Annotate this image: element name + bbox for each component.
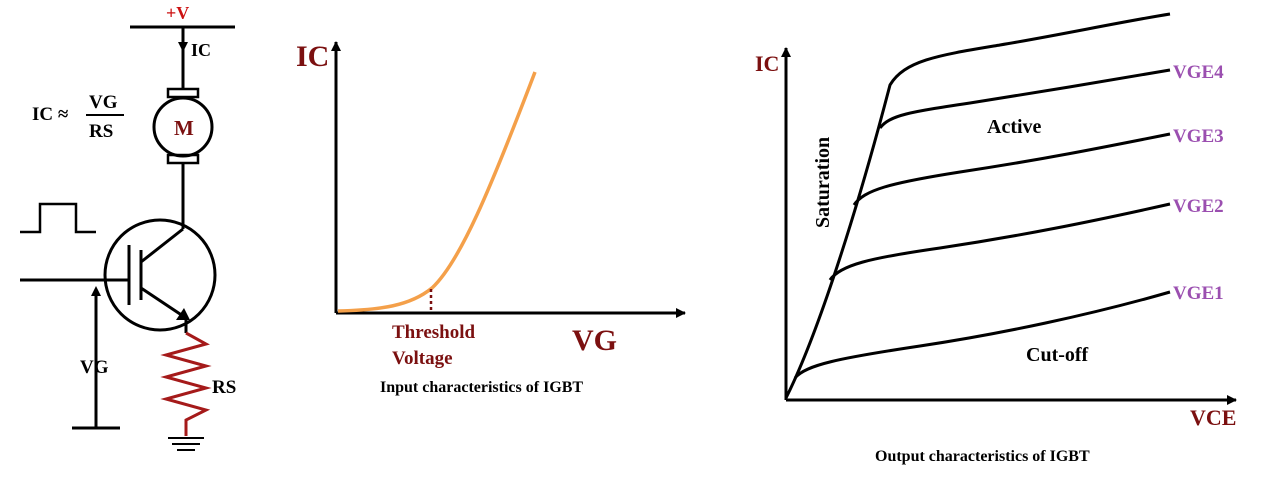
- formula-denominator: RS: [89, 121, 113, 142]
- curve-label-vge4: VGE4: [1173, 62, 1224, 83]
- region-saturation: Saturation: [812, 137, 834, 228]
- threshold-label-line2: Voltage: [392, 348, 453, 369]
- input-curve: [337, 71, 537, 313]
- circuit-diagram: [20, 25, 235, 451]
- motor-label: M: [174, 116, 194, 140]
- rs-label: RS: [212, 377, 236, 398]
- curve-label-vge2: VGE2: [1173, 196, 1224, 217]
- formula-numerator: VG: [89, 92, 118, 113]
- curve-label-vge1: VGE1: [1173, 283, 1224, 304]
- input-xlabel: VG: [572, 324, 617, 357]
- curve-vge4: [784, 12, 1171, 399]
- motor-brush-bottom: [166, 153, 200, 165]
- threshold-label-line1: Threshold: [392, 322, 476, 343]
- vg-arrow-icon: [91, 286, 101, 296]
- output-ylabel: IC: [755, 51, 779, 76]
- input-chart: IC VG Threshold Voltage Input characteri…: [296, 40, 686, 396]
- gate-pulse-icon: [20, 202, 96, 234]
- curve-vge2: [828, 202, 1171, 281]
- curve-label-vge3: VGE3: [1173, 126, 1224, 147]
- motor-brush-top: [166, 87, 200, 99]
- igbt-symbol: [103, 218, 217, 332]
- output-chart: IC VCE Saturation Active Cut-off VGE4 VG…: [755, 12, 1237, 465]
- ic-label: IC: [191, 40, 211, 60]
- emitter-arrow-icon: [176, 308, 190, 320]
- ic-arrow-icon: [178, 42, 188, 52]
- igbt-collector-lead: [140, 227, 184, 264]
- igbt-emitter-lead: [140, 286, 187, 320]
- curve-vge3: [852, 132, 1171, 206]
- vg-label: VG: [80, 357, 109, 378]
- input-caption: Input characteristics of IGBT: [380, 379, 583, 396]
- supply-label: +V: [166, 3, 189, 23]
- resistor-rs: [160, 331, 212, 436]
- input-ylabel: IC: [296, 40, 329, 73]
- curve-vge1: [793, 290, 1171, 380]
- curve-vge4-active: [878, 68, 1171, 129]
- output-caption: Output characteristics of IGBT: [875, 448, 1090, 465]
- output-xlabel: VCE: [1190, 405, 1236, 430]
- region-cutoff: Cut-off: [1026, 344, 1089, 366]
- region-active: Active: [987, 116, 1042, 138]
- formula-lhs: IC ≈: [32, 104, 69, 125]
- circuit-labels: +V IC IC ≈ VG RS M VG RS: [32, 3, 236, 398]
